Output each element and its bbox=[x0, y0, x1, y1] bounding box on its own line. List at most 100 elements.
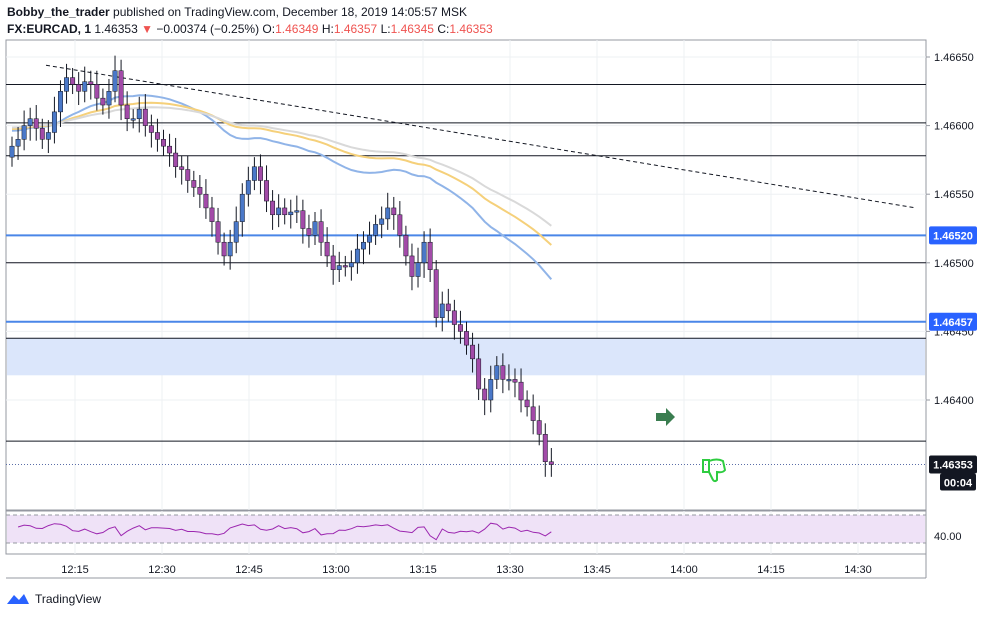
footer: TradingView bbox=[7, 592, 101, 606]
candle-up bbox=[136, 108, 142, 119]
price-label-box bbox=[929, 226, 977, 245]
candle-up bbox=[245, 180, 251, 195]
candle-up bbox=[58, 91, 63, 113]
candle-down bbox=[324, 241, 330, 257]
oscillator: 40.00 bbox=[6, 514, 962, 544]
candle-down bbox=[482, 388, 488, 401]
x-tick-label: 13:30 bbox=[496, 564, 524, 576]
candle-up bbox=[251, 166, 257, 181]
candle-down bbox=[100, 97, 106, 106]
candle-down bbox=[185, 169, 191, 181]
candle-down bbox=[94, 84, 100, 99]
moving-average-line bbox=[11, 101, 552, 246]
brand-name[interactable]: TradingView bbox=[35, 592, 102, 606]
candle-up bbox=[130, 118, 136, 121]
candle-up bbox=[227, 241, 233, 257]
price-label-text: 1.46520 bbox=[933, 230, 973, 242]
candle-down bbox=[167, 145, 173, 154]
candle-down bbox=[154, 132, 160, 140]
candle-down bbox=[397, 214, 403, 236]
candle-down bbox=[445, 303, 451, 312]
candle-down bbox=[148, 125, 154, 133]
candle-down bbox=[536, 420, 542, 435]
candle-up bbox=[294, 210, 300, 213]
candle-up bbox=[379, 218, 385, 225]
author-name[interactable]: Bobby_the_trader bbox=[7, 5, 110, 19]
candle-down bbox=[76, 84, 82, 92]
candle-up bbox=[51, 111, 57, 133]
x-tick-label: 12:30 bbox=[148, 564, 176, 576]
candle-down bbox=[70, 77, 76, 85]
countdown-box bbox=[940, 473, 976, 491]
x-tick-label: 14:15 bbox=[757, 564, 785, 576]
legend-line: FX:EURCAD, 1 1.46353 ▼ −0.00374 (−0.25%)… bbox=[7, 22, 493, 36]
candle-up bbox=[385, 207, 391, 220]
candle-up bbox=[64, 77, 69, 92]
candle-down bbox=[270, 200, 276, 216]
candle-down bbox=[124, 104, 130, 119]
candle-up bbox=[112, 70, 118, 92]
signal-arrow-icon bbox=[656, 408, 675, 426]
candle-up bbox=[415, 262, 421, 277]
candle-up bbox=[288, 211, 294, 216]
y-tick-label: 1.46600 bbox=[934, 121, 974, 133]
y-tick-label: 1.46500 bbox=[934, 258, 974, 270]
price-label-box bbox=[929, 455, 977, 474]
candle-down bbox=[342, 265, 348, 268]
candle-down bbox=[191, 180, 197, 188]
candle-up bbox=[367, 235, 372, 243]
candle-up bbox=[373, 224, 379, 236]
thumbs-down-icon bbox=[702, 458, 727, 483]
candle-down bbox=[203, 193, 209, 209]
high-value: 1.46357 bbox=[333, 22, 378, 36]
high-label: H: bbox=[321, 22, 334, 36]
candle-down bbox=[409, 255, 415, 277]
x-tick-label: 14:30 bbox=[844, 564, 872, 576]
oscillator-line bbox=[17, 522, 552, 541]
candle-down bbox=[118, 70, 124, 106]
close-value: 1.46353 bbox=[449, 22, 493, 36]
candle-up bbox=[312, 221, 318, 236]
candle-down bbox=[470, 344, 476, 360]
candles bbox=[9, 55, 554, 477]
candle-down bbox=[264, 180, 269, 202]
x-tick-label: 13:00 bbox=[322, 564, 350, 576]
candle-down bbox=[221, 241, 227, 257]
candle-down bbox=[33, 118, 39, 129]
oscillator-tick-label: 40.00 bbox=[934, 531, 962, 543]
candle-up bbox=[9, 145, 15, 158]
x-tick-label: 12:15 bbox=[61, 564, 89, 576]
plot-area[interactable] bbox=[5, 39, 927, 511]
time-axis: 12:15 12:30 12:45 13:00 13:15 13:30 13:45 14:00… bbox=[61, 564, 872, 576]
y-tick-label: 1.46550 bbox=[934, 189, 974, 201]
price-label-box bbox=[929, 312, 977, 331]
candle-down bbox=[530, 406, 536, 421]
publish-line: Bobby_the_trader published on TradingVie… bbox=[7, 5, 467, 19]
candle-down bbox=[512, 379, 518, 383]
candle-up bbox=[45, 132, 51, 140]
open-value: 1.46349 bbox=[275, 22, 319, 36]
candle-down bbox=[215, 221, 221, 243]
candle-down bbox=[427, 241, 433, 270]
candle-down bbox=[500, 365, 506, 380]
candle-up bbox=[506, 379, 512, 382]
candle-down bbox=[318, 221, 324, 243]
published-text: published on TradingView.com, December 1… bbox=[113, 5, 468, 19]
candle-down bbox=[433, 269, 439, 318]
tradingview-logo-icon bbox=[7, 594, 29, 604]
symbol-label[interactable]: FX:EURCAD, 1 bbox=[7, 22, 92, 36]
price-label-text: 1.46457 bbox=[933, 317, 973, 329]
x-tick-label: 14:00 bbox=[670, 564, 698, 576]
candle-down bbox=[518, 381, 524, 401]
candle-down bbox=[403, 235, 409, 257]
candle-up bbox=[233, 221, 239, 243]
candle-down bbox=[464, 331, 469, 346]
y-tick-label: 1.46400 bbox=[934, 395, 974, 407]
candle-down bbox=[524, 399, 530, 408]
candle-up bbox=[439, 303, 445, 318]
last-price: 1.46353 bbox=[94, 22, 138, 36]
price-label-text: 1.46353 bbox=[933, 459, 973, 471]
price-axis: 1.466501.466001.465501.465001.464501.464… bbox=[926, 52, 977, 491]
annotations bbox=[656, 408, 727, 483]
